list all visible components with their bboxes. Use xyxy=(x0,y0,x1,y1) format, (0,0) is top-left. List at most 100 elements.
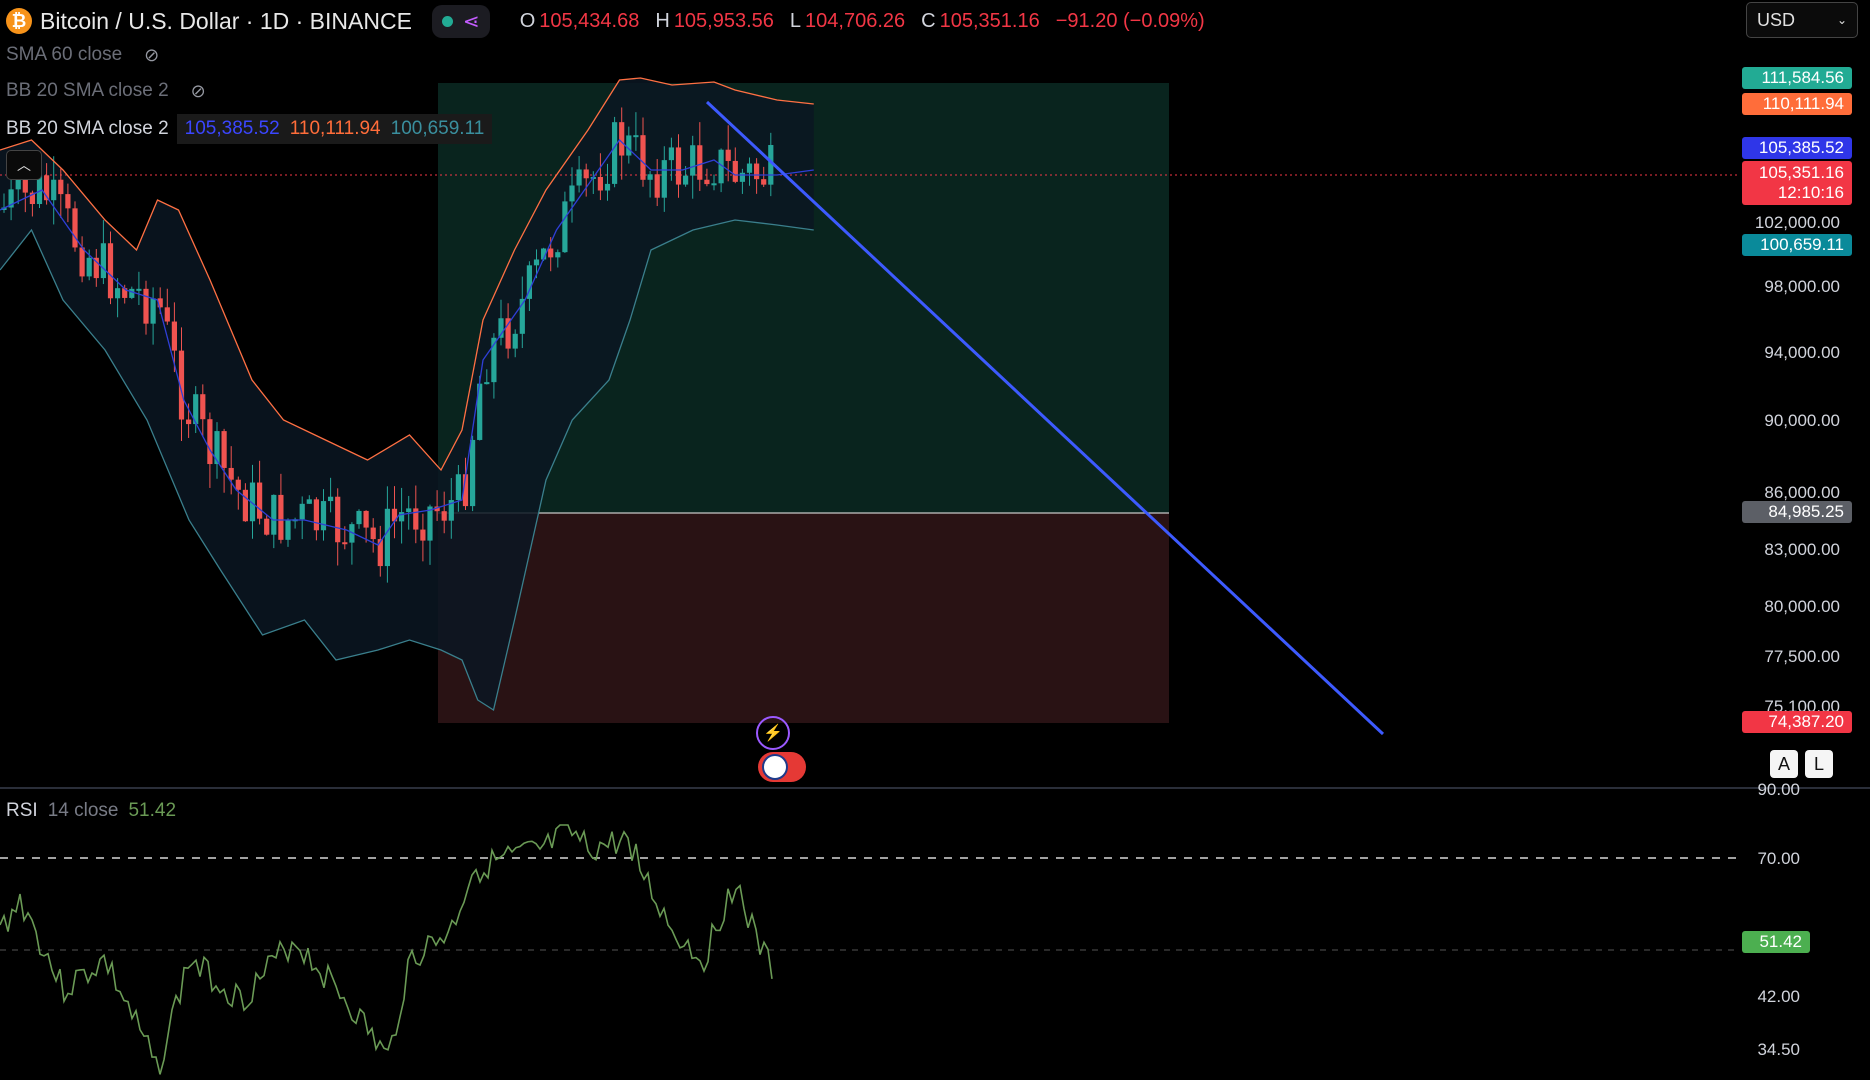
candle-body xyxy=(100,243,106,279)
change-value: −91.20 (−0.09%) xyxy=(1055,9,1205,32)
candle-body xyxy=(299,503,305,520)
candle-body xyxy=(498,318,504,338)
rsi-tick: 42.00 xyxy=(1757,987,1800,1006)
auto-scale-button[interactable]: A xyxy=(1770,750,1798,778)
bollinger-band-fill xyxy=(0,78,814,710)
candle-body xyxy=(626,135,632,156)
candle-body xyxy=(746,163,753,173)
ohlc-readout: O 105,434.68 H 105,953.56 L 104,706.26 C 105… xyxy=(520,10,1217,33)
eye-hidden-icon[interactable]: ⊘ xyxy=(144,44,160,65)
bb-lower-tag: 100,659.11 xyxy=(1742,234,1852,256)
market-status-icon xyxy=(441,15,453,27)
candle-body xyxy=(150,298,156,324)
candle-body xyxy=(711,183,717,186)
candle-body xyxy=(448,500,454,521)
open-value: 105,434.68 xyxy=(539,9,640,32)
bb-lower-value: 100,659.11 xyxy=(390,118,485,139)
candle-body xyxy=(761,179,767,185)
chevron-down-icon: ⌄ xyxy=(1836,13,1847,27)
indicator-bb-active[interactable]: BB 20 SMA close 2 105,385.52 110,111.94 … xyxy=(6,114,493,144)
price-tick: 86,000.00 xyxy=(1764,483,1840,502)
candle-body xyxy=(242,489,248,522)
rsi-line xyxy=(0,824,773,1075)
price-tick: 102,000.00 xyxy=(1754,213,1840,232)
candle-body xyxy=(732,160,738,182)
collapse-legend-button[interactable]: ︿ xyxy=(6,150,42,180)
candle-body xyxy=(306,499,312,504)
indicator-bb-hidden-label: BB 20 SMA close 2 xyxy=(6,80,169,101)
high-price-tag: 111,584.56 xyxy=(1742,67,1852,89)
candle-body xyxy=(193,394,199,425)
candle-body xyxy=(683,175,689,185)
candle-body xyxy=(278,494,284,540)
eye-hidden-icon[interactable]: ⊘ xyxy=(190,80,206,101)
candle-body xyxy=(257,482,263,519)
rsi-name: RSI xyxy=(6,800,38,821)
last-price-value: 105,351.16 xyxy=(1758,163,1844,182)
rsi-legend[interactable]: RSI 14 close 51.42 xyxy=(6,800,176,822)
currency-select[interactable]: USD ⌄ xyxy=(1746,2,1858,38)
candle-body xyxy=(115,288,121,299)
candle-body xyxy=(576,169,582,186)
candle-body xyxy=(640,135,646,180)
candle-body xyxy=(15,176,21,190)
candle-body xyxy=(583,169,589,179)
candle-body xyxy=(221,431,227,468)
bb-basis-value: 105,385.52 xyxy=(184,118,280,139)
candle-body xyxy=(533,259,540,266)
candle-body xyxy=(541,248,547,260)
status-pill[interactable]: ⋖ xyxy=(431,4,490,38)
candle-body xyxy=(200,394,206,420)
bb-upper-tag: 110,111.94 xyxy=(1742,93,1852,115)
candle-body xyxy=(157,298,163,308)
indicator-bb-hidden[interactable]: BB 20 SMA close 2 ⊘ xyxy=(6,80,206,102)
candle-body xyxy=(619,122,625,156)
share-icon[interactable]: ⋖ xyxy=(462,10,480,33)
candle-body xyxy=(512,333,518,349)
rsi-tick: 34.50 xyxy=(1757,1040,1800,1059)
candle-body xyxy=(264,518,270,535)
candle-body xyxy=(569,185,575,202)
candle-body xyxy=(29,192,35,205)
candle-body xyxy=(363,510,369,528)
trend-line[interactable] xyxy=(705,100,1385,736)
candle-body xyxy=(51,179,57,201)
candle-body xyxy=(413,508,419,530)
candle-body xyxy=(526,265,532,299)
candlesticks xyxy=(1,107,774,583)
candle-body xyxy=(704,179,710,185)
candle-body xyxy=(647,174,653,180)
candle-body xyxy=(328,496,334,502)
us-flag-icon[interactable] xyxy=(758,752,806,782)
candle-body xyxy=(164,307,170,322)
event-sparkle-icon[interactable]: ⚡ xyxy=(756,716,790,750)
candle-body xyxy=(420,529,426,541)
candle-body xyxy=(697,145,703,180)
rsi-params: 14 close xyxy=(47,800,119,821)
candle-body xyxy=(612,122,618,184)
candle-body xyxy=(171,321,177,351)
price-tick: 80,000.00 xyxy=(1764,597,1840,616)
candle-body xyxy=(406,508,412,513)
symbol-title[interactable]: Bitcoin / U.S. Dollar · 1D · BINANCE xyxy=(40,7,412,34)
candle-body xyxy=(548,248,554,258)
candle-body xyxy=(754,163,760,180)
candle-body xyxy=(370,527,376,540)
candle-body xyxy=(285,519,291,540)
indicator-sma[interactable]: SMA 60 close ⊘ xyxy=(6,44,159,66)
candle-body xyxy=(58,179,64,195)
bollinger-upper-line xyxy=(0,77,814,472)
us-flag-circle xyxy=(762,754,788,780)
candle-body xyxy=(178,350,185,420)
candle-body xyxy=(462,474,469,507)
log-scale-button[interactable]: L xyxy=(1805,750,1833,778)
price-tick: 77,500.00 xyxy=(1764,647,1840,666)
high-value: 105,953.56 xyxy=(673,9,774,32)
candle-body xyxy=(214,431,220,465)
close-label: C xyxy=(921,9,936,32)
candle-body xyxy=(72,208,78,248)
candle-body xyxy=(136,288,142,291)
candle-body xyxy=(668,147,674,161)
candle-body xyxy=(207,419,213,465)
